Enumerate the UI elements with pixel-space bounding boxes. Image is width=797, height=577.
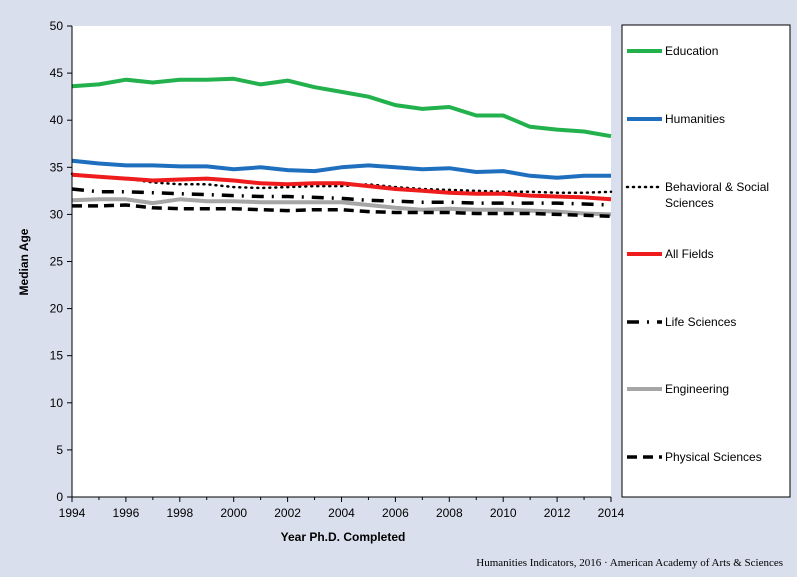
y-tick-label: 30 (50, 207, 64, 221)
y-tick-label: 10 (50, 396, 64, 410)
legend-label: Engineering (665, 382, 729, 396)
x-tick-label: 2008 (436, 506, 463, 520)
source-credit: Humanities Indicators, 2016 · American A… (476, 557, 783, 569)
x-tick-label: 2000 (220, 506, 247, 520)
axes-layer: 0 5 10 15 20 25 30 35 40 45 50 1994 1996 1998 2000 2002… (50, 19, 625, 520)
y-tick-label: 15 (50, 349, 64, 363)
series-line-education (71, 76, 612, 139)
legend-label: All Fields (665, 247, 714, 261)
legend-item-engineering: Engineering (627, 382, 729, 396)
y-tick-label: 0 (56, 490, 63, 504)
series-layer (70, 76, 613, 219)
y-tick-label: 45 (50, 66, 64, 80)
y-tick-label: 40 (50, 113, 64, 127)
y-tick-label: 25 (50, 255, 64, 269)
legend-label-line2: Sciences (665, 196, 714, 210)
series-line-behavioral-and-social-sciences (70, 172, 613, 194)
legend-label: Life Sciences (665, 315, 736, 329)
legend-item-all-fields: All Fields (627, 247, 714, 261)
legend: Education Humanities Behavioral & Social Sc… (625, 44, 769, 464)
series-line-engineering (71, 197, 612, 217)
legend-item-humanities: Humanities (627, 112, 725, 126)
x-axis-title: Year Ph.D. Completed (281, 530, 406, 544)
x-tick-label: 1998 (166, 506, 193, 520)
x-tick-label: 2010 (490, 506, 517, 520)
plot-area (72, 26, 611, 497)
legend-item-physical-sciences: Physical Sciences (627, 450, 762, 464)
legend-item-education: Education (627, 44, 718, 58)
legend-label: Physical Sciences (665, 450, 762, 464)
y-tick-label: 20 (50, 302, 64, 316)
x-tick-label: 2014 (598, 506, 625, 520)
y-tick-label: 5 (56, 443, 63, 457)
legend-item-behavioral-and-social-sciences: Behavioral & Social Sciences (625, 180, 769, 210)
series-line-all-fields (71, 172, 612, 202)
y-tick-label: 50 (50, 19, 64, 33)
legend-box (621, 24, 791, 498)
series-line-physical-sciences (72, 203, 612, 219)
x-tick-label: 1996 (113, 506, 140, 520)
x-tick-label: 2004 (328, 506, 355, 520)
series-line-humanities (71, 158, 611, 180)
y-tick-label: 35 (50, 160, 64, 174)
x-tick-label: 2002 (274, 506, 301, 520)
legend-item-life-sciences: Life Sciences (627, 315, 736, 329)
x-tick-label: 2006 (382, 506, 409, 520)
legend-label: Education (665, 44, 718, 58)
y-axis-title: Median Age (17, 228, 31, 295)
x-tick-label: 1994 (59, 506, 86, 520)
legend-label: Humanities (665, 112, 725, 126)
x-tick-label: 2012 (544, 506, 571, 520)
legend-label: Behavioral & Social (665, 180, 769, 194)
